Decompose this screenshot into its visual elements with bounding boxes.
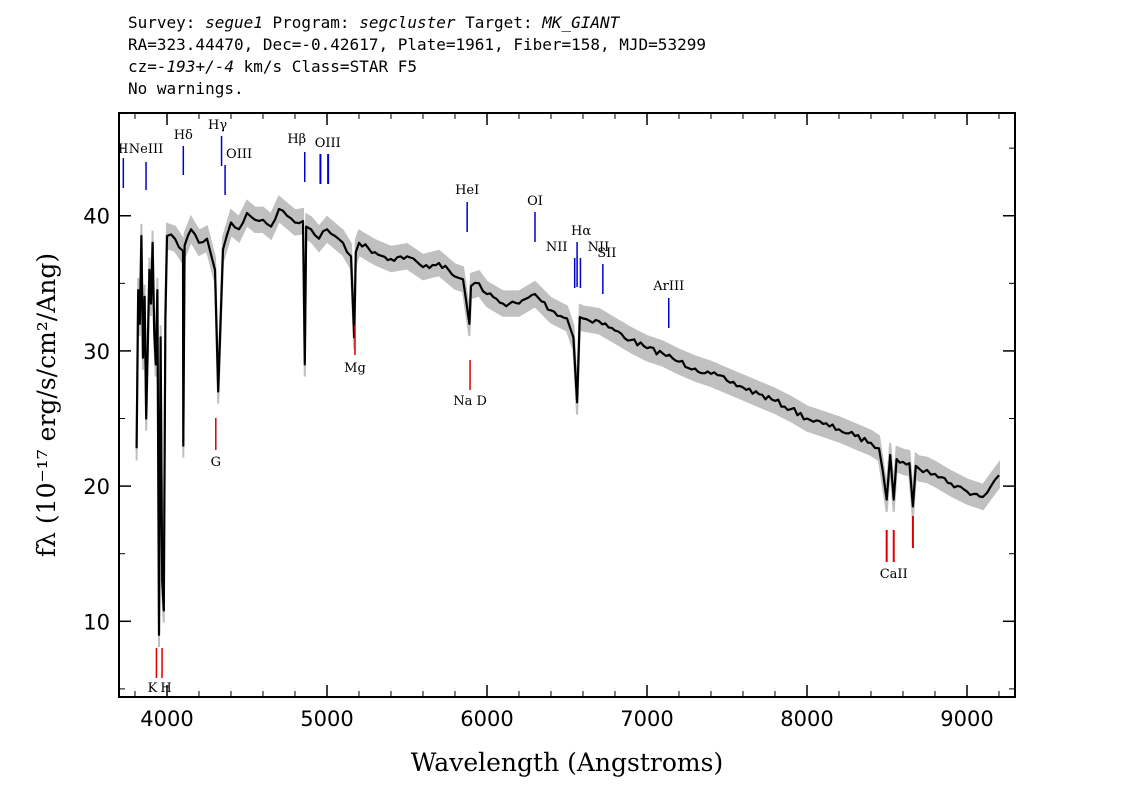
absorption-line-label: Mg <box>344 361 366 376</box>
absorption-line-label: CaII <box>880 567 908 582</box>
header-line-survey: Survey: segue1 Program: segcluster Targe… <box>128 12 1028 34</box>
emission-line-label: Hδ <box>174 128 193 143</box>
y-tick-label: 30 <box>83 340 110 364</box>
y-axis-title: fλ (10⁻¹⁷ erg/s/cm²/Ang) <box>32 253 61 557</box>
class-text: km/s Class=STAR F5 <box>233 57 417 76</box>
x-tick-label: 9000 <box>940 707 993 731</box>
program-value: segcluster <box>359 13 456 32</box>
plot-frame <box>118 112 1016 698</box>
program-label: Program: <box>262 13 360 32</box>
emission-line-label: Hβ <box>287 132 306 147</box>
emission-line-label: SII <box>597 246 616 261</box>
header-line-coordinates: RA=323.44470, Dec=-0.42617, Plate=1961, … <box>128 35 706 54</box>
x-axis-title: Wavelength (Angstroms) <box>411 748 723 777</box>
spectrum-header: Survey: segue1 Program: segcluster Targe… <box>128 12 1028 100</box>
emission-line-label: II <box>118 142 128 157</box>
emission-line-label: NeIII <box>129 142 163 157</box>
y-tick-label: 40 <box>83 205 110 229</box>
x-tick-label: 4000 <box>140 707 193 731</box>
absorption-line-label: K <box>148 681 158 696</box>
header-line-warnings: No warnings. <box>128 79 244 98</box>
x-tick-label: 8000 <box>780 707 833 731</box>
emission-line-label: NII <box>588 240 610 255</box>
emission-line-label: OIII <box>226 147 252 162</box>
emission-line-label: ArIII <box>652 279 684 294</box>
emission-line-label: Hγ <box>208 118 227 133</box>
y-tick-label: 20 <box>83 475 110 499</box>
y-tick-label: 10 <box>83 610 110 634</box>
target-label: Target: <box>455 13 543 32</box>
emission-line-label: OI <box>527 194 543 209</box>
absorption-line-label: Na D <box>453 394 487 409</box>
emission-line-label: OIII <box>315 136 341 151</box>
absorption-line-label: G <box>211 455 221 470</box>
x-tick-label: 6000 <box>460 707 513 731</box>
header-line-redshift: cz=-193+/-4 km/s Class=STAR F5 <box>128 56 1028 78</box>
survey-label: Survey: <box>128 13 206 32</box>
spectrum-flux-line <box>135 207 1000 636</box>
target-value: MK_GIANT <box>542 13 620 32</box>
emission-line-label: NII <box>546 240 568 255</box>
emission-line-label: Hα <box>571 224 591 239</box>
cz-value: -193+/-4 <box>156 57 234 76</box>
survey-value: segue1 <box>205 13 263 32</box>
spectrum-error-band <box>135 195 1000 648</box>
cz-label: cz= <box>128 57 157 76</box>
x-tick-label: 5000 <box>300 707 353 731</box>
x-tick-label: 7000 <box>620 707 673 731</box>
emission-line-label: HeI <box>455 183 479 198</box>
absorption-line-label: H <box>160 681 171 696</box>
